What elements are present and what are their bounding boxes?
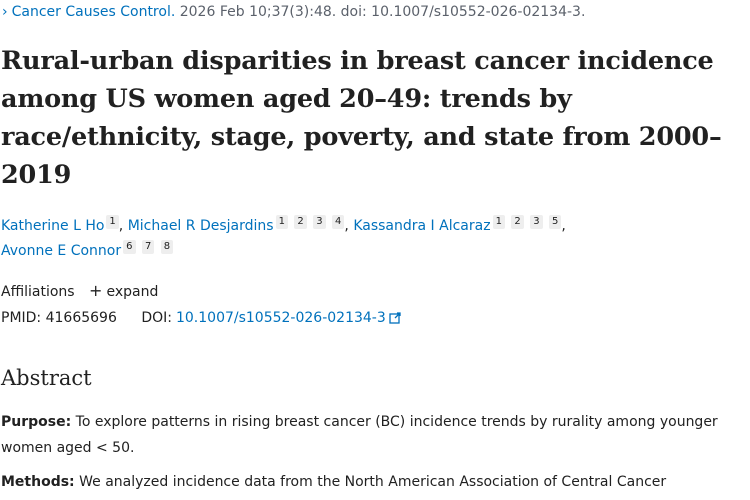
abstract-purpose: Purpose: To explore patterns in rising b… xyxy=(1,409,746,461)
author-list: Katherine L Ho 1, Michael R Desjardins 1 2… xyxy=(1,215,566,259)
external-link-icon xyxy=(389,312,401,324)
chevron-right-icon[interactable]: › xyxy=(2,4,8,20)
affiliation-ref[interactable]: 7 xyxy=(141,240,155,254)
article-title: Rural-urban disparities in breast cancer… xyxy=(1,46,722,190)
citation-details: 2026 Feb 10;37(3):48. doi: 10.1007/s1055… xyxy=(175,4,586,20)
expand-label: expand xyxy=(106,284,159,300)
affiliation-ref[interactable]: 5 xyxy=(549,215,562,229)
methods-label: Methods: xyxy=(1,474,75,490)
author-link[interactable]: Katherine L Ho xyxy=(1,218,105,234)
author-link[interactable]: Kassandra I Alcaraz xyxy=(353,218,491,234)
methods-text: We analyzed incidence data from the Nort… xyxy=(74,474,667,490)
author-link[interactable]: Michael R Desjardins xyxy=(127,218,274,234)
affiliation-ref[interactable]: 3 xyxy=(313,215,326,229)
affiliations-expand-button[interactable]: + expand xyxy=(89,281,159,300)
pmid-value: 41665696 xyxy=(45,310,117,326)
doi-label: DOI: xyxy=(141,310,172,326)
affiliations-label: Affiliations xyxy=(1,284,75,300)
affiliation-ref[interactable]: 2 xyxy=(294,215,307,229)
doi-value: 10.1007/s10552-026-02134-3 xyxy=(175,310,386,326)
abstract-methods: Methods: We analyzed incidence data from… xyxy=(1,469,746,495)
doi-link[interactable]: 10.1007/s10552-026-02134-3 xyxy=(176,310,401,326)
affiliations-row: Affiliations + expand xyxy=(1,281,158,300)
affiliation-ref[interactable]: 2 xyxy=(511,215,524,229)
pmid-label: PMID: xyxy=(1,310,42,326)
affiliation-ref[interactable]: 1 xyxy=(492,215,505,229)
affiliation-ref[interactable]: 8 xyxy=(160,240,174,254)
purpose-text: To explore patterns in rising breast can… xyxy=(1,414,718,456)
affiliation-ref[interactable]: 1 xyxy=(275,215,288,229)
abstract-heading: Abstract xyxy=(1,366,92,390)
affiliation-ref[interactable]: 3 xyxy=(530,215,543,229)
purpose-label: Purpose: xyxy=(1,414,72,430)
author-link[interactable]: Avonne E Connor xyxy=(1,243,122,259)
affiliation-ref[interactable]: 1 xyxy=(106,215,119,229)
plus-icon: + xyxy=(89,281,103,300)
identifiers-row: PMID: 41665696 DOI: 10.1007/s10552-026-02… xyxy=(1,310,401,326)
affiliation-ref[interactable]: 6 xyxy=(123,240,136,254)
journal-link[interactable]: Cancer Causes Control. xyxy=(11,4,176,20)
citation-line: › Cancer Causes Control. 2026 Feb 10;37(3… xyxy=(2,4,585,20)
affiliation-ref[interactable]: 4 xyxy=(332,215,345,229)
